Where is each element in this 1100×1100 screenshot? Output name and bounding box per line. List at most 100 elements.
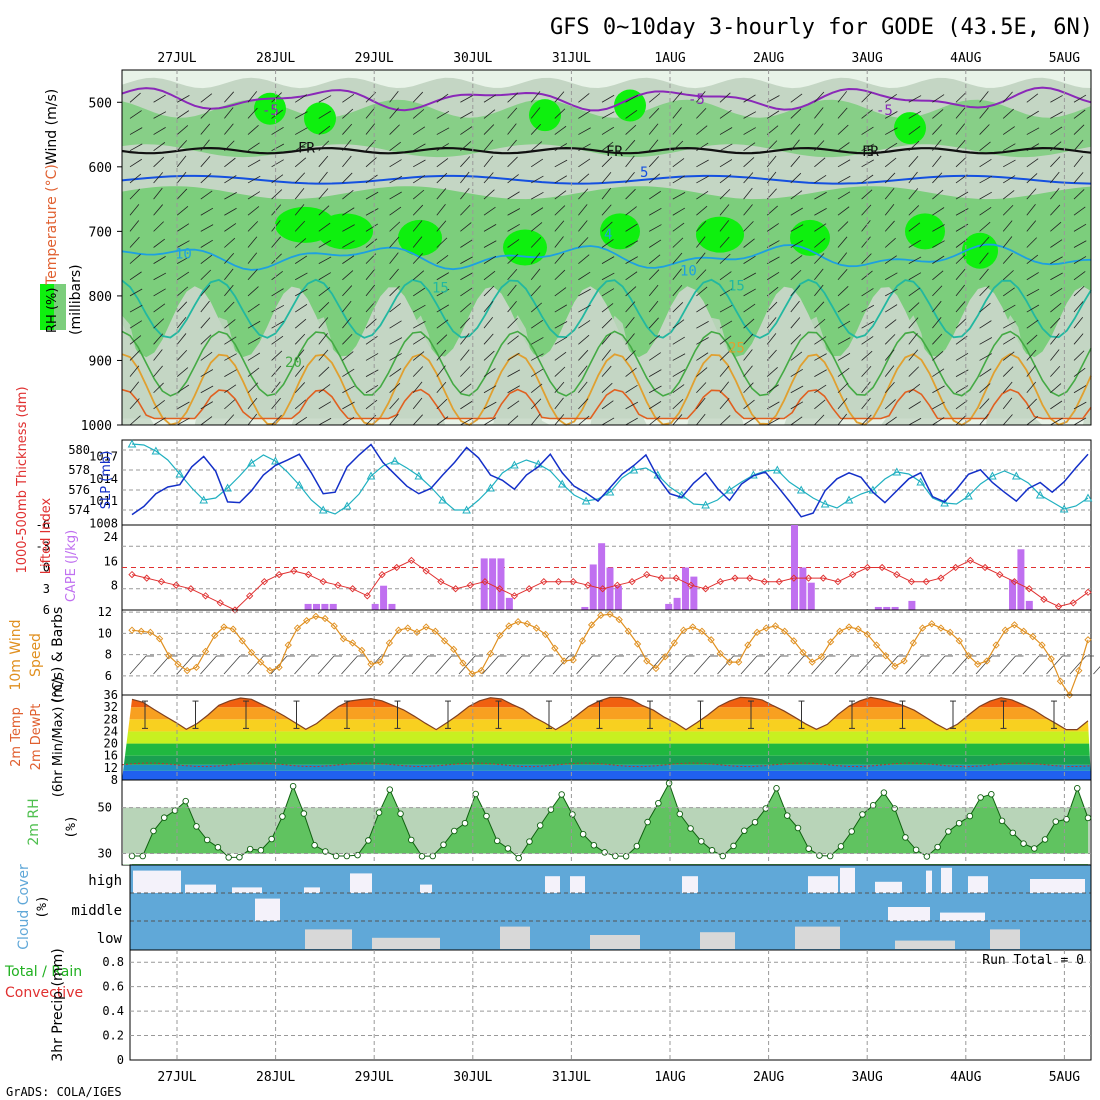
li-marker: [922, 578, 930, 586]
wind-barb: [530, 141, 543, 151]
wind-barb: [1002, 190, 1015, 200]
wind-barb: [1026, 334, 1038, 345]
wind-barb: [955, 139, 966, 151]
wind-barb: [153, 382, 164, 394]
wind-barb: [200, 254, 213, 264]
pressure-tick: 800: [89, 290, 112, 305]
wind-barb: [460, 417, 473, 426]
thickness-marker: [1059, 504, 1069, 513]
temp-color-band: [122, 707, 1091, 720]
wind-barb: [955, 352, 969, 361]
wind-barb: [932, 255, 945, 264]
wind-barb: [790, 172, 802, 184]
wind-barb: [743, 349, 753, 361]
wind-barb: [342, 351, 354, 361]
wind-barb: [1003, 321, 1016, 329]
wind-barb: [552, 655, 570, 675]
wind-barb: [578, 158, 591, 168]
wind-barb: [1022, 655, 1040, 675]
wind-barb: [389, 191, 402, 200]
wind-barb: [1026, 143, 1040, 152]
wind-barb: [341, 655, 358, 675]
contour-label: -5: [688, 92, 705, 108]
contour-label: 25: [728, 341, 745, 357]
temp-color-band: [122, 697, 1091, 708]
wind-barb: [247, 320, 261, 329]
wind-barb: [1026, 272, 1039, 281]
wind-barb: [460, 111, 473, 119]
wind-barb: [129, 254, 141, 264]
wind-barb: [318, 256, 332, 264]
wind-barb: [318, 401, 332, 410]
li-marker: [363, 592, 371, 600]
wind-barb: [743, 318, 755, 329]
wind-barb: [294, 655, 311, 675]
wind-barb: [460, 188, 470, 200]
wind-barb: [294, 220, 306, 232]
wind-barb: [129, 188, 141, 200]
wind-barb: [932, 109, 944, 119]
wind-barb: [696, 159, 709, 168]
date-label-31JUL: 31JUL: [552, 1070, 591, 1085]
wind-barb: [1073, 240, 1087, 248]
wind-barb: [295, 288, 308, 297]
wind-barb: [625, 256, 638, 264]
wind-barb: [460, 256, 473, 264]
wind-barb: [507, 369, 521, 377]
rh-marker: [1063, 816, 1070, 823]
thickness-marker: [629, 465, 639, 474]
wind-barb: [719, 174, 732, 184]
wind-barb: [531, 191, 544, 200]
rh-bright-patch: [254, 92, 286, 125]
wind-barb: [766, 271, 780, 281]
wind-barb: [979, 398, 990, 410]
wind-marker: [689, 623, 697, 631]
wind-barb: [814, 157, 826, 168]
wind-barb: [1026, 398, 1037, 410]
wind-barb: [672, 175, 686, 184]
cloud-row-middle: middle: [71, 903, 122, 919]
wind-barb: [884, 349, 895, 361]
wind-barb: [247, 286, 259, 297]
wind-marker: [900, 657, 908, 665]
temp-contour-5: [121, 174, 1092, 185]
rh-marker: [816, 852, 823, 859]
wind-barb: [129, 236, 140, 248]
bottom-date-labels: 27JUL 28JUL 29JUL 30JUL 31JUL 1AUG 2AUG 3AUG 4AU…: [157, 1070, 1080, 1085]
wind-barb: [766, 110, 780, 119]
thickness-marker: [199, 495, 209, 504]
wind-barb: [247, 252, 258, 264]
wind-barb: [153, 256, 166, 264]
wind-barb: [790, 269, 802, 281]
wind-barb: [271, 304, 285, 313]
wind-barb: [885, 127, 898, 135]
wind-barb: [955, 92, 967, 103]
wind-barb: [389, 206, 402, 216]
wind-barb: [885, 111, 898, 119]
rh-marker: [504, 845, 512, 852]
wind-barb: [696, 321, 709, 329]
wind-barb: [908, 126, 921, 135]
date-label-3AUG: 3AUG: [852, 1070, 883, 1085]
wind-barb: [342, 240, 355, 248]
wind-barb: [648, 284, 659, 297]
li-marker: [834, 578, 842, 586]
wind-barb: [436, 398, 448, 410]
wind-barb: [1050, 365, 1061, 377]
wind-barb: [1002, 175, 1016, 184]
thickness-marker: [342, 501, 352, 510]
wind-barb: [766, 155, 777, 168]
li-marker: [643, 570, 651, 579]
cloud-low-fill: [795, 926, 840, 949]
wind-barb: [648, 139, 659, 151]
li-marker: [172, 581, 180, 589]
wind-barb: [979, 413, 989, 426]
wind-barb: [176, 188, 188, 200]
wind-marker: [1038, 641, 1046, 649]
wind-barb: [625, 271, 638, 281]
wind-barb: [790, 368, 803, 377]
wind-barb: [554, 143, 568, 152]
rh-marker: [945, 828, 952, 835]
wind-barb: [1026, 349, 1037, 361]
wind-barb: [790, 139, 800, 151]
